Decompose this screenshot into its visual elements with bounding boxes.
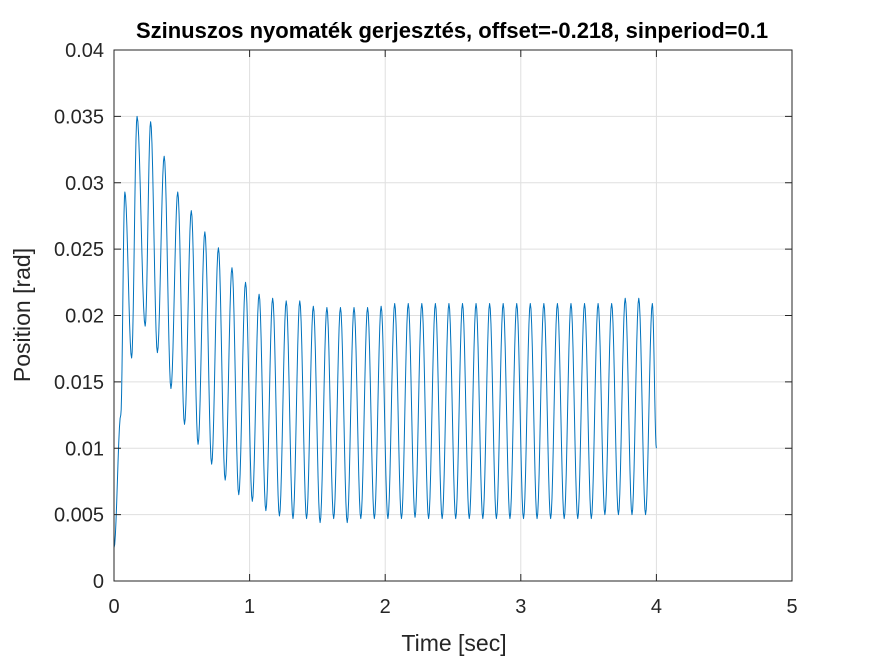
x-tick-label: 0 bbox=[108, 596, 119, 618]
y-axis-label: Position [rad] bbox=[9, 248, 35, 382]
x-tick-label: 4 bbox=[651, 596, 662, 618]
y-tick-label: 0.015 bbox=[54, 372, 104, 394]
x-axis-label: Time [sec] bbox=[401, 630, 506, 656]
series-line bbox=[113, 115, 657, 548]
x-tick-label: 2 bbox=[380, 596, 391, 618]
x-tick-label: 1 bbox=[244, 596, 255, 618]
chart-title: Szinuszos nyomaték gerjesztés, offset=-0… bbox=[136, 18, 768, 43]
y-axis-ticks: 0 0.005 0.01 0.015 0.02 0.025 0.03 0.035 0.04 bbox=[54, 40, 792, 593]
y-tick-label: 0.025 bbox=[54, 239, 104, 261]
x-tick-label: 5 bbox=[786, 596, 797, 618]
y-tick-label: 0.01 bbox=[65, 438, 104, 460]
x-axis-ticks: 0 1 2 3 4 5 bbox=[108, 50, 798, 618]
y-tick-label: 0.04 bbox=[65, 40, 104, 62]
y-tick-label: 0.035 bbox=[54, 106, 104, 128]
y-tick-label: 0.02 bbox=[65, 306, 104, 328]
y-tick-label: 0.005 bbox=[54, 505, 104, 527]
y-tick-label: 0 bbox=[93, 571, 104, 593]
x-tick-label: 3 bbox=[515, 596, 526, 618]
y-tick-label: 0.03 bbox=[65, 173, 104, 195]
series-group bbox=[113, 115, 657, 548]
